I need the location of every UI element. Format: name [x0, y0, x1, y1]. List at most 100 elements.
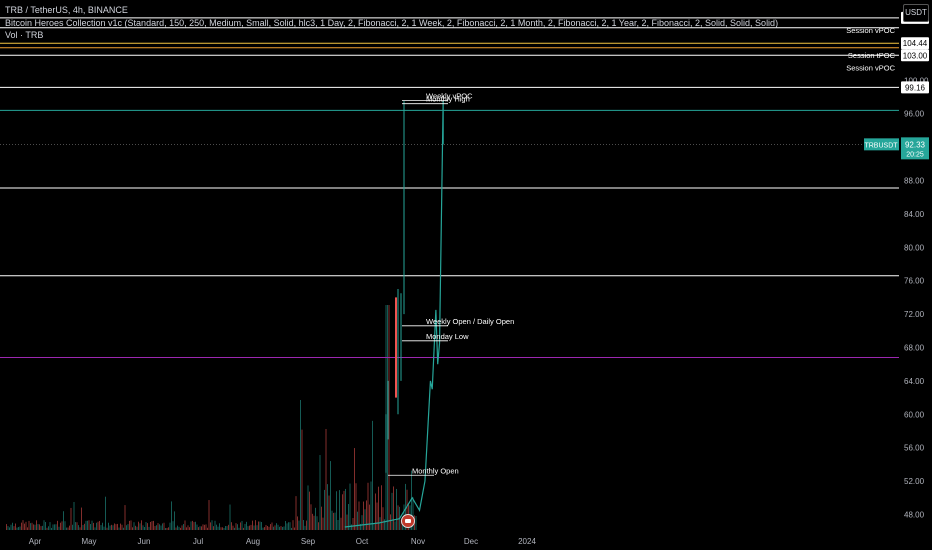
volume-bar [37, 524, 39, 530]
volume-bar [93, 522, 94, 530]
volume-bar [129, 520, 130, 530]
volume-bar [79, 527, 81, 530]
volume-bar [72, 524, 73, 530]
volume-bar [148, 526, 150, 530]
volume-bar [133, 522, 135, 530]
volume-bar [205, 524, 207, 530]
volume-bar [96, 522, 97, 530]
volume-bar [396, 488, 397, 530]
volume-bar [303, 519, 304, 530]
time-tick-label: Sep [301, 537, 316, 546]
volume-bar [268, 526, 270, 530]
volume-bar [165, 527, 166, 530]
volume-bar [181, 525, 183, 530]
time-tick-label: Jun [138, 537, 151, 546]
volume-bar [45, 522, 46, 530]
volume-bar [141, 520, 142, 530]
volume-bar [400, 519, 402, 530]
indicator-title[interactable]: Bitcoin Heroes Collection v1c (Standard,… [5, 18, 779, 28]
volume-bar [132, 527, 133, 530]
volume-bar [54, 524, 55, 530]
volume-bar [135, 525, 136, 530]
volume-bar [349, 483, 351, 530]
volume-bar [207, 527, 208, 530]
volume-bar [318, 522, 319, 530]
level-label: Session vPOC [846, 26, 895, 35]
volume-bar [63, 511, 64, 530]
volume-bar [195, 521, 196, 530]
volume-bar [139, 523, 141, 530]
volume-bar [94, 527, 96, 530]
volume-bar [153, 520, 154, 530]
volume-bar [174, 511, 175, 530]
volume-title[interactable]: Vol · TRB [5, 30, 44, 40]
volume-bar [88, 520, 90, 530]
currency-button[interactable]: USDT [903, 4, 929, 22]
volume-bar [235, 523, 237, 530]
volume-bar [292, 520, 294, 530]
volume-bar [40, 526, 42, 530]
volume-bar [240, 522, 241, 530]
volume-bar [193, 522, 195, 530]
time-tick-label: Apr [29, 537, 42, 546]
volume-bar [102, 522, 103, 530]
volume-bar [66, 527, 67, 530]
volume-bar [219, 523, 220, 530]
volume-bar [258, 521, 259, 530]
price-badge [901, 81, 929, 94]
volume-bar [42, 525, 43, 530]
volume-bar [232, 525, 234, 530]
volume-bar [270, 524, 271, 530]
volume-bar [198, 527, 199, 530]
time-tick-label: Aug [246, 537, 260, 546]
symbol-title[interactable]: TRB / TetherUS, 4h, BINANCE [5, 5, 128, 15]
volume-bar [216, 524, 217, 530]
time-axis[interactable]: Apr May Jun Jul Aug Sep Oct Nov Dec 2024 [29, 537, 537, 546]
volume-bar [256, 525, 258, 530]
volume-bar [28, 520, 30, 530]
volume-bar [112, 525, 114, 530]
volume-bar [382, 507, 384, 530]
volume-bar [247, 526, 249, 530]
volume-bar [304, 525, 306, 530]
price-tick-label: 60.00 [904, 410, 925, 419]
volume-bar [7, 526, 9, 530]
volume-bar [366, 500, 367, 530]
volume-bar [78, 525, 79, 530]
volume-bar [231, 522, 232, 530]
price-axis[interactable]: 48.00 52.00 56.00 60.00 64.00 68.00 72.00 76.00… [904, 43, 929, 520]
volume-bar [331, 510, 333, 530]
volume-bar [250, 524, 252, 530]
volume-bar [13, 526, 15, 530]
volume-bar [225, 526, 226, 530]
volume-bar [229, 504, 231, 530]
volume-bar [46, 527, 48, 530]
volume-bar [30, 523, 31, 530]
volume-bar [388, 305, 390, 530]
volume-bar [415, 516, 417, 530]
volume-bar [336, 491, 337, 530]
volume-bar [166, 527, 168, 530]
volume-bar [154, 526, 156, 530]
price-tick-label: 52.00 [904, 477, 925, 486]
volume-bar [337, 519, 339, 530]
volume-bar [246, 521, 247, 530]
volume-bar [406, 489, 408, 530]
price-tick-label: 80.00 [904, 243, 925, 252]
volume-bar [105, 496, 106, 530]
price-badge [901, 49, 929, 62]
volume-bar [310, 504, 312, 530]
volume-bar [295, 496, 297, 530]
volume-bar [151, 521, 153, 530]
volume-bar [279, 526, 280, 530]
price-series [344, 101, 444, 528]
time-tick-label: 2024 [518, 537, 536, 546]
volume-bar [397, 505, 399, 530]
volume-bar [27, 527, 28, 530]
alert-icon[interactable] [401, 514, 415, 528]
volume-bar [333, 512, 334, 530]
volume-bar [405, 483, 406, 530]
